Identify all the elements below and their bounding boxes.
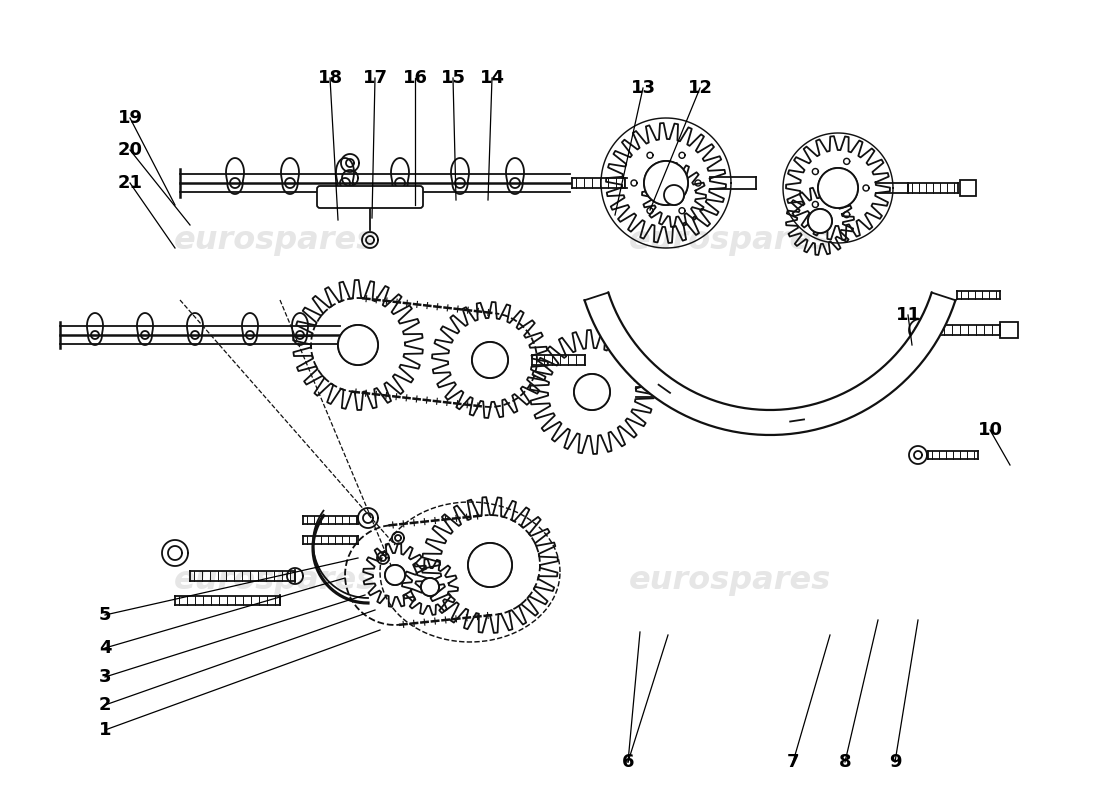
FancyBboxPatch shape (960, 180, 976, 196)
Text: eurospares: eurospares (174, 565, 376, 595)
Text: 12: 12 (688, 79, 713, 97)
FancyBboxPatch shape (317, 186, 424, 208)
Ellipse shape (397, 193, 407, 201)
Circle shape (574, 374, 611, 410)
Text: 10: 10 (978, 421, 1002, 439)
Polygon shape (584, 293, 956, 435)
Circle shape (421, 578, 439, 596)
Text: 18: 18 (318, 69, 342, 87)
Text: 17: 17 (363, 69, 387, 87)
Text: 5: 5 (99, 606, 111, 624)
Circle shape (808, 209, 832, 233)
Circle shape (664, 185, 684, 205)
Text: 1: 1 (99, 721, 111, 739)
Circle shape (644, 161, 688, 205)
Text: 9: 9 (889, 753, 901, 771)
Text: 13: 13 (630, 79, 656, 97)
Circle shape (472, 342, 508, 378)
Text: 15: 15 (440, 69, 465, 87)
Text: 21: 21 (118, 174, 143, 192)
Text: eurospares: eurospares (174, 225, 376, 255)
Text: 6: 6 (621, 753, 635, 771)
Text: 7: 7 (786, 753, 800, 771)
Text: 11: 11 (895, 306, 921, 324)
Text: eurospares: eurospares (629, 225, 832, 255)
Text: 4: 4 (99, 639, 111, 657)
Text: eurospares: eurospares (629, 565, 832, 595)
Text: 3: 3 (99, 668, 111, 686)
Text: 20: 20 (118, 141, 143, 159)
Ellipse shape (333, 193, 343, 201)
FancyBboxPatch shape (1000, 322, 1018, 338)
Text: 8: 8 (838, 753, 851, 771)
Text: 14: 14 (480, 69, 505, 87)
Circle shape (338, 325, 378, 365)
Circle shape (468, 543, 512, 587)
Text: 2: 2 (99, 696, 111, 714)
Text: 16: 16 (403, 69, 428, 87)
Circle shape (385, 565, 405, 585)
Text: 19: 19 (118, 109, 143, 127)
Circle shape (818, 168, 858, 208)
